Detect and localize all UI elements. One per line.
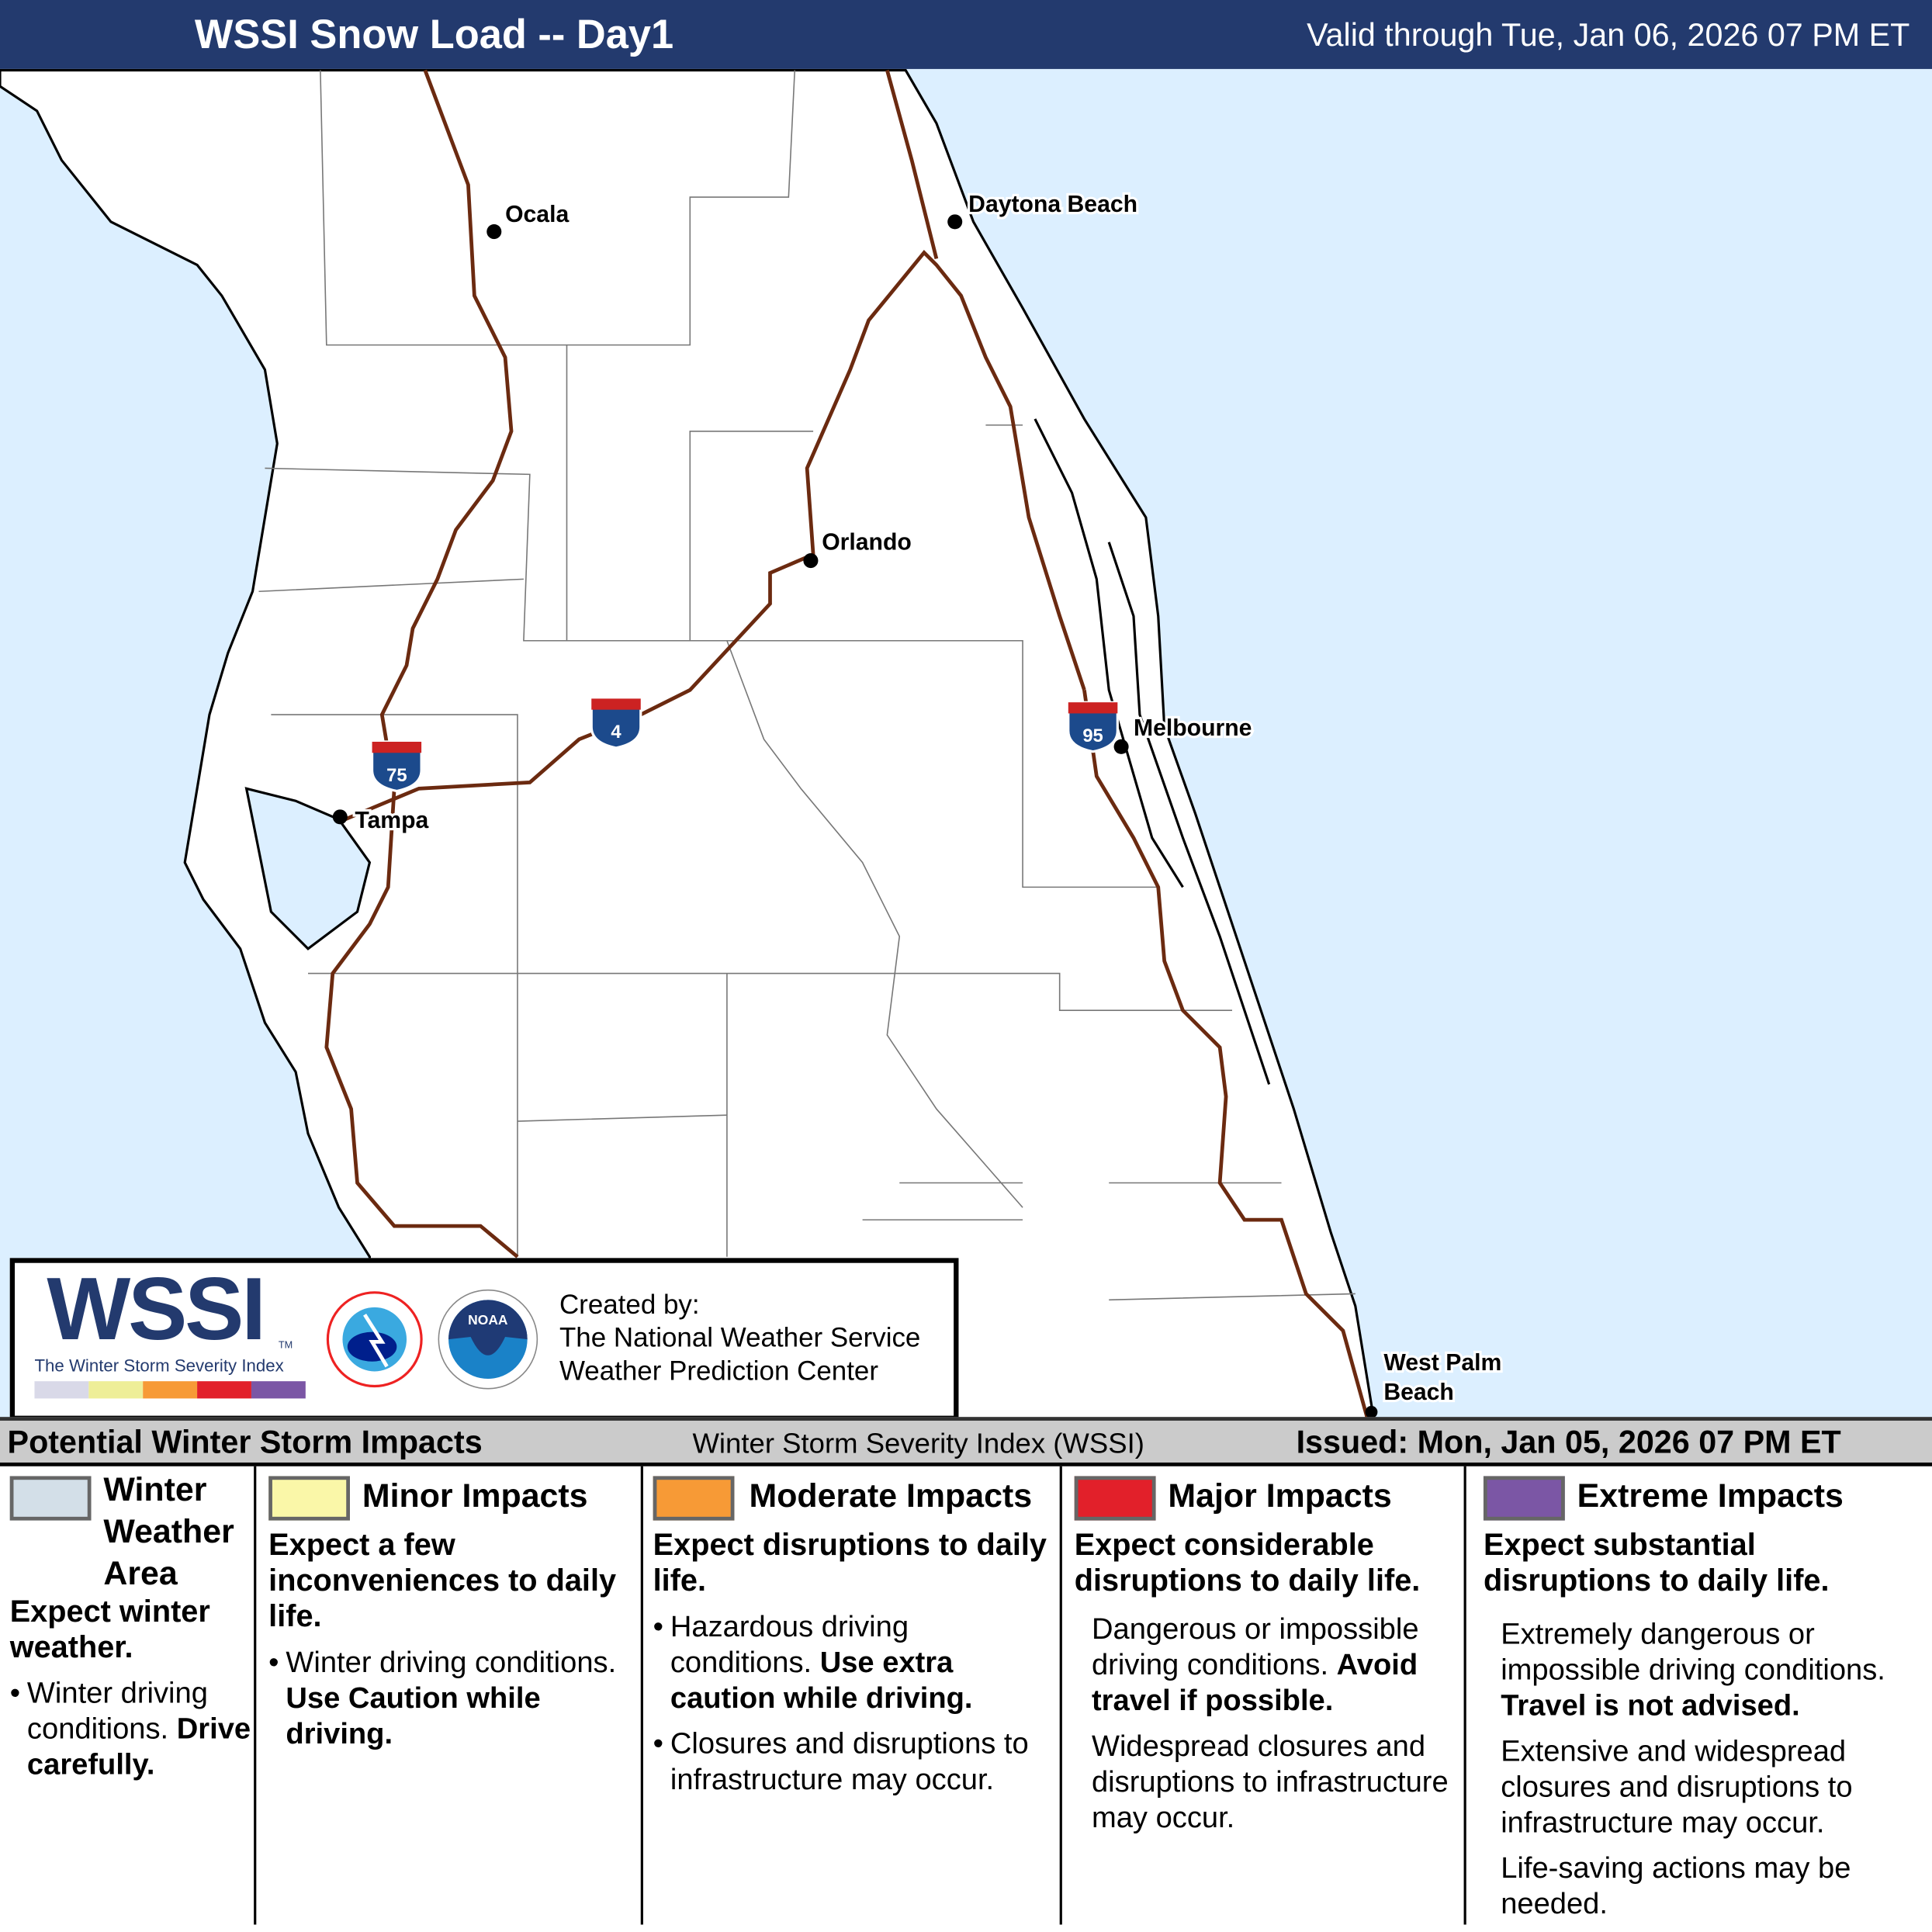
i95 — [885, 69, 1369, 1420]
severity-color-bar — [34, 1381, 306, 1399]
wssi-trademark: TM — [278, 1339, 293, 1351]
swatch — [653, 1476, 735, 1521]
city-daytona-beach: Daytona Beach — [968, 192, 1137, 217]
land — [0, 68, 1376, 1420]
city-ocala: Ocala — [505, 202, 569, 227]
wssi-logo: WSSI — [47, 1260, 266, 1359]
city-west-palm: West Palm — [1383, 1350, 1501, 1376]
svg-text:75: 75 — [386, 765, 407, 786]
map: 75 4 95 Ocala Daytona Beach Orlando Melb… — [0, 68, 1932, 1420]
index-name: Winter Storm Severity Index (WSSI) — [692, 1426, 1144, 1459]
credit-text: Created by: The National Weather Service W… — [559, 1289, 921, 1387]
city-melbourne: Melbourne — [1134, 715, 1252, 741]
swatch — [268, 1476, 350, 1521]
i4 — [344, 249, 1086, 822]
cities: Ocala Daytona Beach Orlando Melbourne Ta… — [332, 189, 1504, 1418]
legend-moderate-impacts: Moderate Impacts Expect disruptions to d… — [653, 1469, 1054, 1925]
svg-text:95: 95 — [1082, 725, 1103, 746]
i95-shield: 95 — [1067, 701, 1119, 753]
i75 — [324, 69, 519, 1259]
i4-shield: 4 — [590, 697, 642, 750]
impacts-title: Potential Winter Storm Impacts — [7, 1423, 483, 1460]
i75-shield: 75 — [370, 740, 423, 793]
lagoon-coast — [1034, 418, 1184, 888]
legend-minor-impacts: Minor Impacts Expect a few inconvenience… — [268, 1469, 638, 1925]
issued-time: Issued: Mon, Jan 05, 2026 07 PM ET — [1296, 1423, 1841, 1460]
legend-major-impacts: Major Impacts Expect considerable disrup… — [1074, 1476, 1449, 1835]
highways — [324, 69, 1369, 1420]
svg-text:4: 4 — [611, 722, 621, 743]
swatch — [1074, 1476, 1156, 1521]
city-west-palm-beach: Beach — [1383, 1380, 1454, 1405]
svg-text:NOAA: NOAA — [468, 1312, 508, 1328]
valid-time: Valid through Tue, Jan 06, 2026 07 PM ET — [1307, 16, 1910, 54]
noaa-logo-icon: NOAA — [438, 1289, 538, 1390]
swatch — [9, 1476, 92, 1521]
legend-extreme-impacts: Extreme Impacts Expect substantial disru… — [1483, 1476, 1885, 1921]
nws-logo-icon — [326, 1291, 423, 1388]
county-lines — [258, 70, 1356, 1301]
interstate-shields: 75 4 95 — [370, 697, 1119, 793]
city-orlando: Orlando — [822, 529, 912, 555]
legend-winter-weather-area: Winter Weather Area Expect winter weathe… — [9, 1469, 251, 1925]
barrier-island — [1107, 542, 1271, 1085]
impacts-header-strip: Potential Winter Storm Impacts Winter St… — [0, 1417, 1932, 1466]
map-title: WSSI Snow Load -- Day1 — [194, 11, 674, 57]
wssi-subtitle: The Winter Storm Severity Index — [34, 1355, 284, 1376]
credits-box: WSSI TM The Winter Storm Severity Index … — [9, 1258, 959, 1421]
tampa-bay — [244, 787, 372, 950]
agency-logos: NOAA — [326, 1289, 538, 1390]
header-bar: WSSI Snow Load -- Day1 Valid through Tue… — [0, 0, 1932, 69]
city-tampa: Tampa — [355, 808, 428, 833]
swatch — [1483, 1476, 1565, 1521]
